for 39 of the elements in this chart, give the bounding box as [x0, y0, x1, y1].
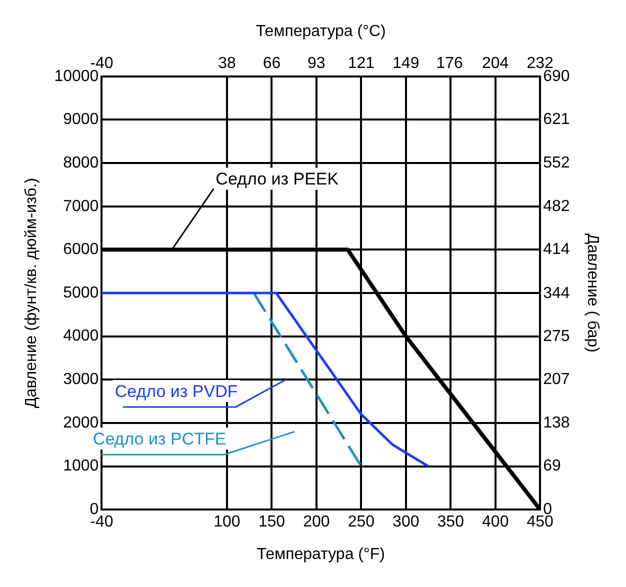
y-tick-label: 8000	[63, 154, 99, 172]
x2-tick-label: 176	[436, 55, 464, 72]
y2-tick-label: 275	[543, 328, 570, 346]
x-tick-label: 300	[392, 514, 420, 531]
y2-axis-title: Давление ( бар)	[584, 234, 601, 352]
text: Седло из PVDF	[114, 382, 238, 401]
x-tick-label: 250	[348, 514, 375, 531]
y2-tick-label: 482	[543, 198, 570, 216]
text: Седло из PCTFE	[92, 430, 226, 449]
x2-tick-label: 149	[392, 55, 420, 72]
x-tick-label: 100	[214, 514, 240, 531]
y2-tick-label: 621	[543, 111, 570, 128]
x-tick-label: 200	[303, 514, 330, 531]
x2-tick-label: 121	[348, 55, 375, 72]
x2-tick-label: 93	[307, 55, 326, 72]
y-tick-label: 6000	[63, 241, 99, 258]
x2-tick-label: 204	[482, 55, 509, 72]
x-axis-title: Температура (°F)	[256, 546, 385, 563]
y2-tick-label: 138	[543, 414, 570, 432]
y2-tick-label: 414	[543, 241, 570, 258]
y-tick-label: 5000	[63, 284, 99, 302]
y2-tick-label: 207	[543, 371, 570, 388]
y-tick-label: 9000	[63, 111, 99, 128]
y-tick-label: 1000	[63, 458, 99, 475]
y-axis-title: Давление (фунт/кв. дюйм-изб.)	[23, 178, 40, 408]
x-tick-label: 150	[258, 514, 286, 531]
x-tick-label: 350	[437, 514, 464, 531]
x2-tick-label: 66	[262, 55, 281, 72]
y2-tick-label: 552	[543, 154, 570, 172]
y-tick-label: 7000	[63, 198, 99, 215]
y-tick-label: 4000	[63, 328, 99, 345]
x2-axis-title: Температура (°C)	[256, 23, 386, 40]
x2-tick-label: 38	[218, 55, 236, 72]
text: Седло из PEEK	[216, 170, 340, 189]
y2-tick-label: 69	[543, 458, 562, 475]
y-tick-label: 2000	[63, 414, 99, 432]
y-tick-label: 3000	[63, 371, 99, 388]
x-tick-label: 400	[482, 514, 509, 531]
y2-tick-label: 344	[543, 284, 570, 302]
